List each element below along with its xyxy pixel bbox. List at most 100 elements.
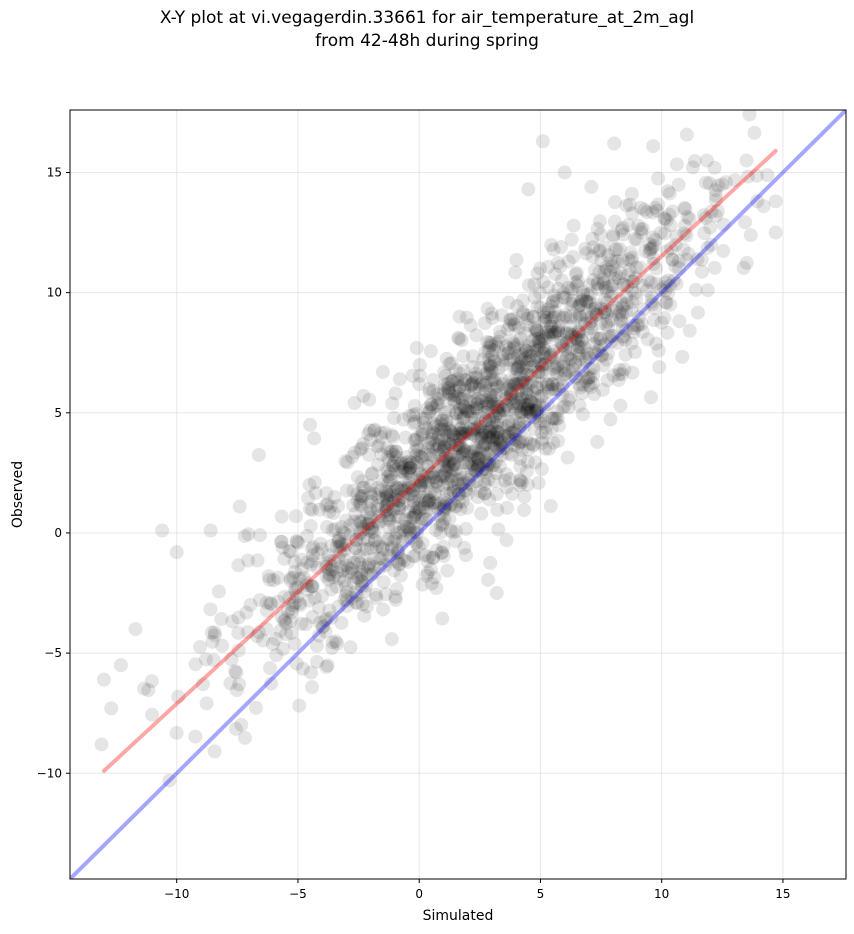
scatter-point (436, 504, 451, 519)
scatter-point (290, 580, 305, 595)
scatter-point (128, 622, 143, 637)
scatter-point (477, 316, 492, 331)
scatter-point (490, 430, 505, 445)
scatter-point (434, 454, 449, 469)
scatter-point (368, 533, 383, 548)
scatter-point (322, 568, 337, 583)
scatter-point (634, 222, 649, 237)
scatter-point (252, 528, 267, 543)
scatter-point (507, 378, 522, 393)
scatter-point (441, 381, 456, 396)
scatter-point (512, 320, 527, 335)
scatter-point (399, 519, 414, 534)
scatter-point (537, 414, 552, 429)
scatter-point (326, 506, 341, 521)
scatter-point (582, 316, 597, 331)
scatter-point (477, 399, 492, 414)
scatter-point (651, 343, 666, 358)
scatter-point (492, 409, 507, 424)
scatter-point (604, 334, 619, 349)
scatter-point (550, 357, 565, 372)
scatter-point (409, 535, 424, 550)
scatter-point (408, 505, 423, 520)
scatter-point (521, 368, 536, 383)
scatter-point (248, 700, 263, 715)
scatter-point (365, 524, 380, 539)
scatter-point (520, 355, 535, 370)
scatter-point (568, 275, 583, 290)
scatter-point (482, 431, 497, 446)
scatter-point (519, 464, 534, 479)
scatter-point (305, 548, 320, 563)
scatter-point (430, 387, 445, 402)
scatter-point (431, 427, 446, 442)
scatter-point (479, 428, 494, 443)
scatter-point (557, 342, 572, 357)
scatter-point (419, 568, 434, 583)
scatter-point (444, 460, 459, 475)
scatter-point (645, 230, 660, 245)
scatter-point (490, 340, 505, 355)
scatter-point (591, 281, 606, 296)
scatter-point (570, 274, 585, 289)
scatter-point (503, 382, 518, 397)
scatter-point (279, 616, 294, 631)
scatter-point (545, 411, 560, 426)
scatter-point (455, 429, 470, 444)
reference-line (101, 148, 778, 773)
scatter-point (446, 433, 461, 448)
scatter-point (454, 333, 469, 348)
scatter-point (391, 458, 406, 473)
scatter-point (578, 241, 593, 256)
scatter-point (478, 377, 493, 392)
scatter-point (566, 249, 581, 264)
scatter-point (613, 398, 628, 413)
scatter-point (565, 281, 580, 296)
scatter-point (241, 527, 256, 542)
scatter-point (520, 311, 535, 326)
scatter-point (379, 499, 394, 514)
scatter-point (627, 231, 642, 246)
scatter-point (453, 391, 468, 406)
scatter-point (443, 523, 458, 538)
scatter-point (526, 353, 541, 368)
scatter-point (642, 245, 657, 260)
scatter-point (452, 426, 467, 441)
scatter-point (169, 545, 184, 560)
scatter-point (643, 242, 658, 257)
scatter-point (332, 531, 347, 546)
scatter-point (547, 304, 562, 319)
scatter-point (581, 378, 596, 393)
scatter-point (489, 432, 504, 447)
scatter-point (214, 612, 229, 627)
scatter-point (437, 499, 452, 514)
scatter-point (442, 511, 457, 526)
scatter-point (444, 497, 459, 512)
scatter-point (452, 432, 467, 447)
scatter-point (643, 275, 658, 290)
scatter-point (486, 397, 501, 412)
scatter-point (690, 252, 705, 267)
scatter-point (511, 383, 526, 398)
scatter-point (441, 459, 456, 474)
scatter-point (492, 459, 507, 474)
scatter-point (477, 477, 492, 492)
scatter-point (324, 610, 339, 625)
scatter-point (617, 362, 632, 377)
scatter-point (223, 676, 238, 691)
scatter-point (608, 242, 623, 257)
scatter-point (578, 353, 593, 368)
scatter-point (517, 503, 532, 518)
scatter-point (562, 363, 577, 378)
scatter-point (274, 534, 289, 549)
scatter-point (578, 374, 593, 389)
scatter-point (487, 373, 502, 388)
scatter-point (467, 463, 482, 478)
scatter-point (470, 422, 485, 437)
scatter-point (659, 213, 674, 228)
scatter-point (375, 473, 390, 488)
scatter-point (570, 332, 585, 347)
scatter-point (527, 290, 542, 305)
scatter-point (448, 363, 463, 378)
scatter-point (538, 325, 553, 340)
